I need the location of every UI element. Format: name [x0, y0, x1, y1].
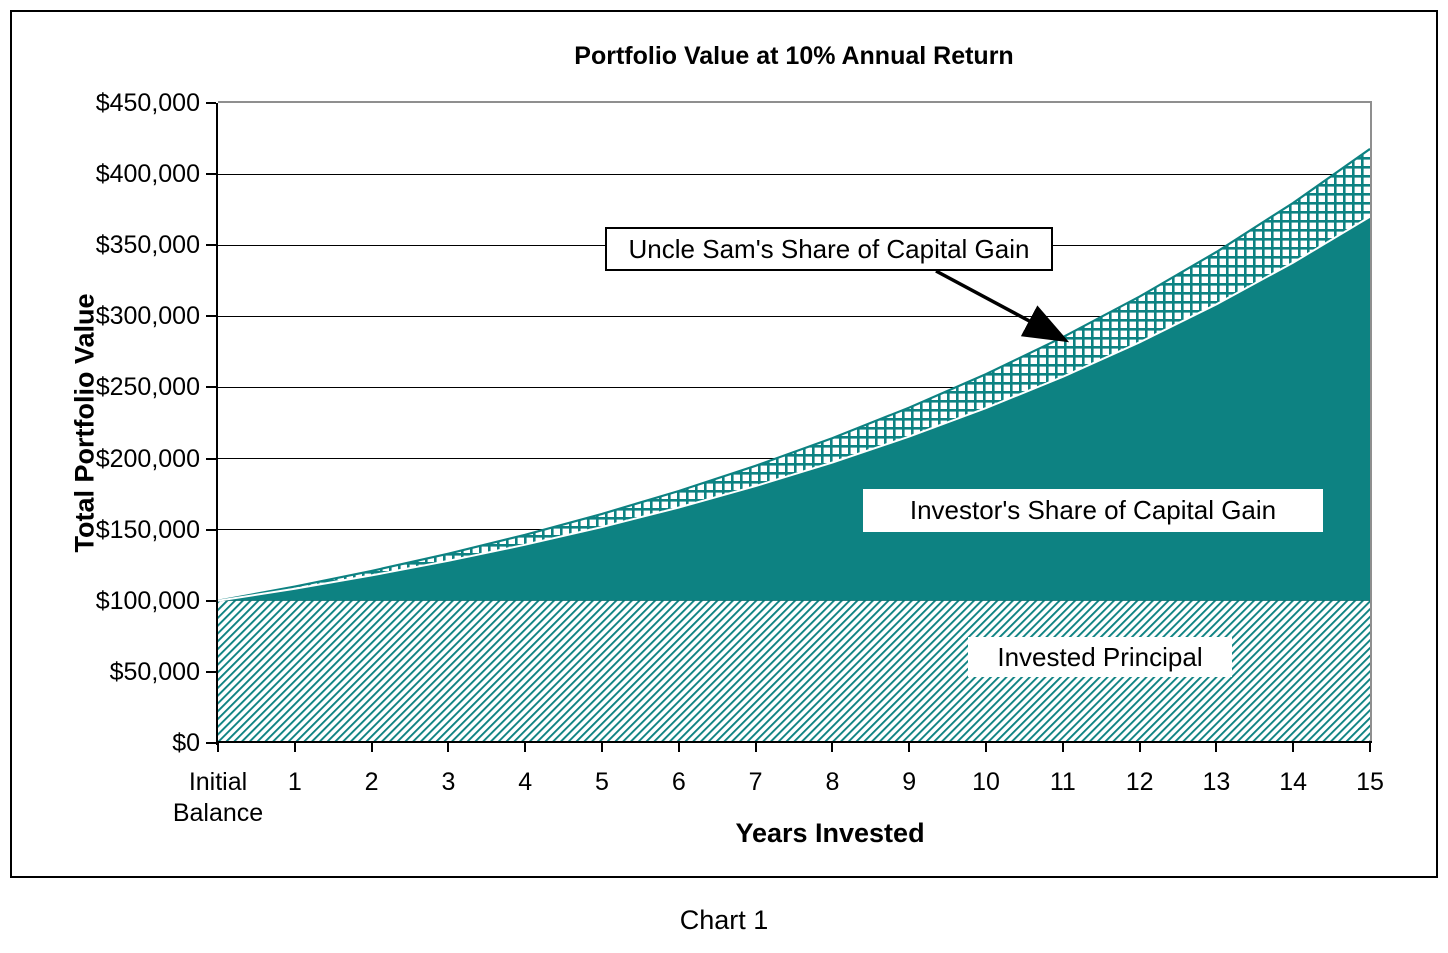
x-axis-tick [1215, 743, 1218, 752]
x-axis-tick [908, 743, 911, 752]
x-axis-tick [1292, 743, 1295, 752]
y-axis-tick [206, 244, 216, 247]
x-axis-tick-label: 1 [287, 768, 302, 796]
x-axis-tick-label: Initial Balance [172, 768, 264, 827]
x-axis-tick [831, 743, 834, 752]
x-axis-tick-label: 6 [671, 768, 686, 796]
y-axis-tick-label: $350,000 [95, 231, 200, 260]
y-axis-tick [206, 102, 216, 104]
investor-label-box: Investor's Share of Capital Gain [863, 489, 1323, 532]
total-portfolio-curve [218, 148, 1370, 602]
x-axis-tick [1369, 743, 1371, 752]
chart-title: Portfolio Value at 10% Annual Return [574, 42, 1014, 70]
investor-share-boundary [218, 215, 1370, 602]
chart-figure: Portfolio Value at 10% Annual Return Tot… [10, 10, 1438, 878]
y-axis-tick [206, 599, 216, 602]
x-axis-tick-label: 13 [1202, 768, 1231, 796]
uncle-sam-label-box: Uncle Sam's Share of Capital Gain [605, 227, 1053, 271]
x-axis-line [216, 741, 1372, 743]
x-axis-tick [985, 743, 987, 752]
y-axis-tick-label: $300,000 [95, 302, 200, 331]
x-axis-tick [754, 743, 757, 752]
plot-frame-right [1370, 103, 1372, 743]
principal-label-box: Invested Principal [968, 637, 1232, 677]
x-axis-tick-label: 7 [748, 768, 763, 796]
y-axis-tick-label: $50,000 [109, 657, 200, 686]
x-axis-tick [1061, 743, 1064, 752]
y-axis-tick-label: $450,000 [95, 89, 200, 117]
x-axis-tick-label: 9 [902, 768, 917, 796]
y-gridline [218, 315, 1370, 317]
y-axis-tick [206, 528, 216, 531]
x-axis-tick [293, 743, 296, 752]
x-axis-tick-label: 3 [441, 768, 456, 796]
y-axis-tick-label: $200,000 [95, 444, 200, 473]
y-axis-tick [206, 386, 216, 389]
y-axis-tick [206, 670, 216, 673]
x-axis-tick [447, 743, 450, 752]
y-axis-tick-label: $100,000 [95, 586, 200, 615]
x-axis-title: Years Invested [735, 818, 925, 848]
x-axis-tick [370, 743, 373, 752]
x-axis-tick-label: 2 [364, 768, 379, 796]
chart-caption: Chart 1 [679, 905, 769, 935]
y-axis-tick [206, 315, 216, 318]
y-gridline [218, 386, 1370, 388]
x-axis-tick-label: 10 [972, 768, 1000, 796]
invested-principal-area [218, 600, 1370, 743]
x-axis-tick [524, 743, 527, 752]
x-axis-tick-label: 11 [1049, 768, 1076, 796]
x-axis-tick-label: 14 [1279, 768, 1308, 796]
y-axis-tick [206, 742, 216, 744]
y-axis-tick-label: $0 [172, 729, 200, 757]
x-axis-tick-label: 5 [595, 768, 609, 796]
y-axis-line [216, 103, 218, 745]
x-axis-tick-label: 4 [518, 768, 533, 796]
x-axis-tick-label: 15 [1356, 768, 1384, 796]
y-axis-tick-label: $150,000 [95, 515, 200, 544]
y-axis-tick [206, 457, 216, 460]
callout-arrow [935, 269, 1070, 343]
x-axis-tick [1138, 743, 1141, 752]
x-axis-tick-label: 12 [1125, 768, 1154, 796]
x-axis-tick [601, 743, 603, 752]
y-axis-tick-label: $250,000 [95, 373, 200, 402]
x-axis-tick-label: 8 [825, 768, 840, 796]
y-gridline [218, 173, 1370, 175]
plot-frame-top [218, 101, 1372, 103]
y-axis-tick-label: $400,000 [95, 160, 200, 189]
y-axis-tick [206, 173, 216, 176]
y-axis-title: Total Portfolio Value [69, 293, 100, 553]
x-axis-tick [217, 743, 219, 752]
x-axis-tick [677, 743, 680, 752]
